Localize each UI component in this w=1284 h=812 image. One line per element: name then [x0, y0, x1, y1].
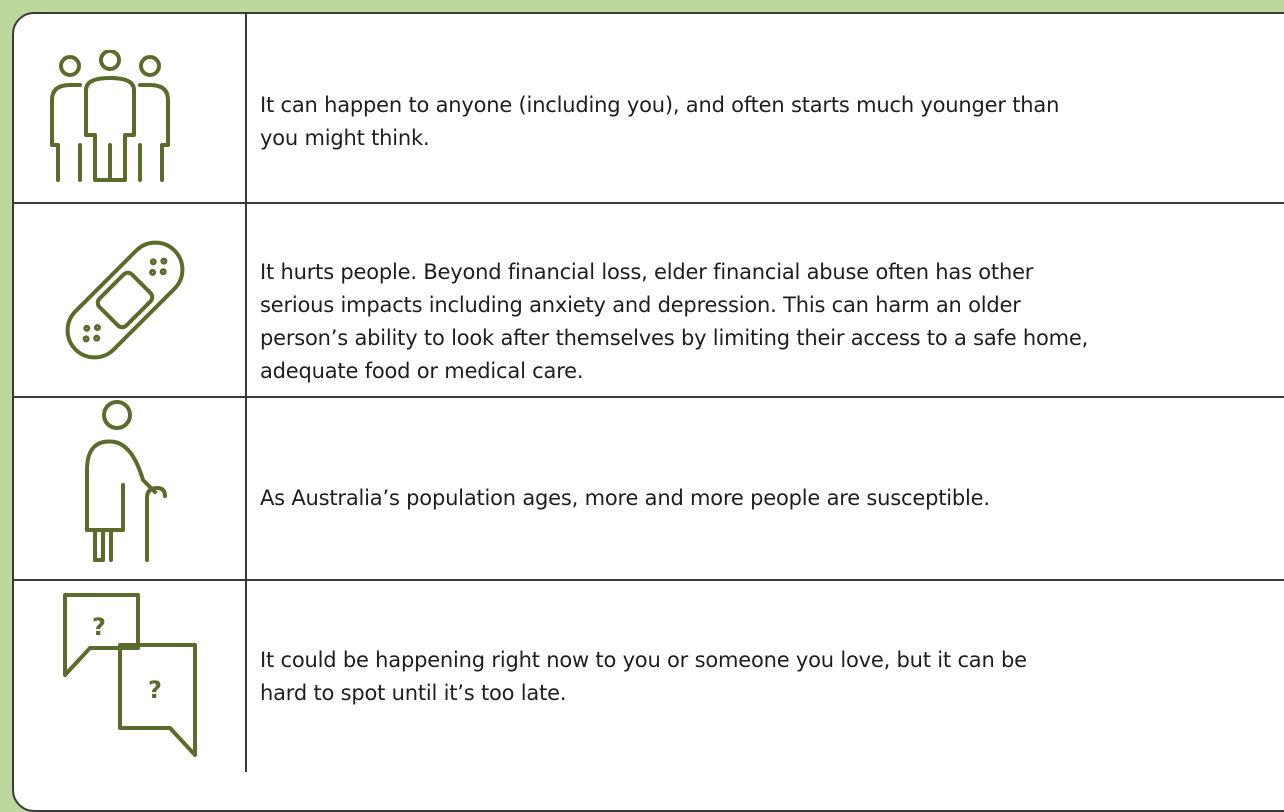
text-line: As Australia’s population ages, more and…: [260, 486, 990, 510]
text-line: adequate food or medical care.: [260, 359, 584, 383]
elder-icon: [85, 400, 167, 562]
row-text: It could be happening right now to you o…: [260, 644, 1284, 710]
svg-text:?: ?: [148, 676, 162, 704]
page: ?? It can happen to anyone (including yo…: [12, 12, 1284, 812]
text-line: you might think.: [260, 126, 430, 150]
svg-text:?: ?: [92, 613, 106, 641]
row-text: As Australia’s population ages, more and…: [260, 482, 1284, 515]
row-divider: [12, 202, 1284, 204]
text-line: serious impacts including anxiety and de…: [260, 293, 1021, 317]
text-line: hard to spot until it’s too late.: [260, 681, 567, 705]
row-text: It hurts people. Beyond financial loss, …: [260, 256, 1284, 388]
people-icon: [50, 50, 170, 182]
bandage-icon: [65, 240, 185, 360]
text-line: It could be happening right now to you o…: [260, 648, 1027, 672]
row-divider: [12, 579, 1284, 581]
text-line: It hurts people. Beyond financial loss, …: [260, 260, 1034, 284]
card: [12, 12, 1284, 812]
text-line: It can happen to anyone (including you),…: [260, 93, 1060, 117]
questions-icon: ??: [63, 593, 197, 757]
row-text: It can happen to anyone (including you),…: [260, 89, 1284, 155]
row-divider: [12, 396, 1284, 398]
column-divider: [245, 12, 247, 772]
text-line: person’s ability to look after themselve…: [260, 326, 1089, 350]
